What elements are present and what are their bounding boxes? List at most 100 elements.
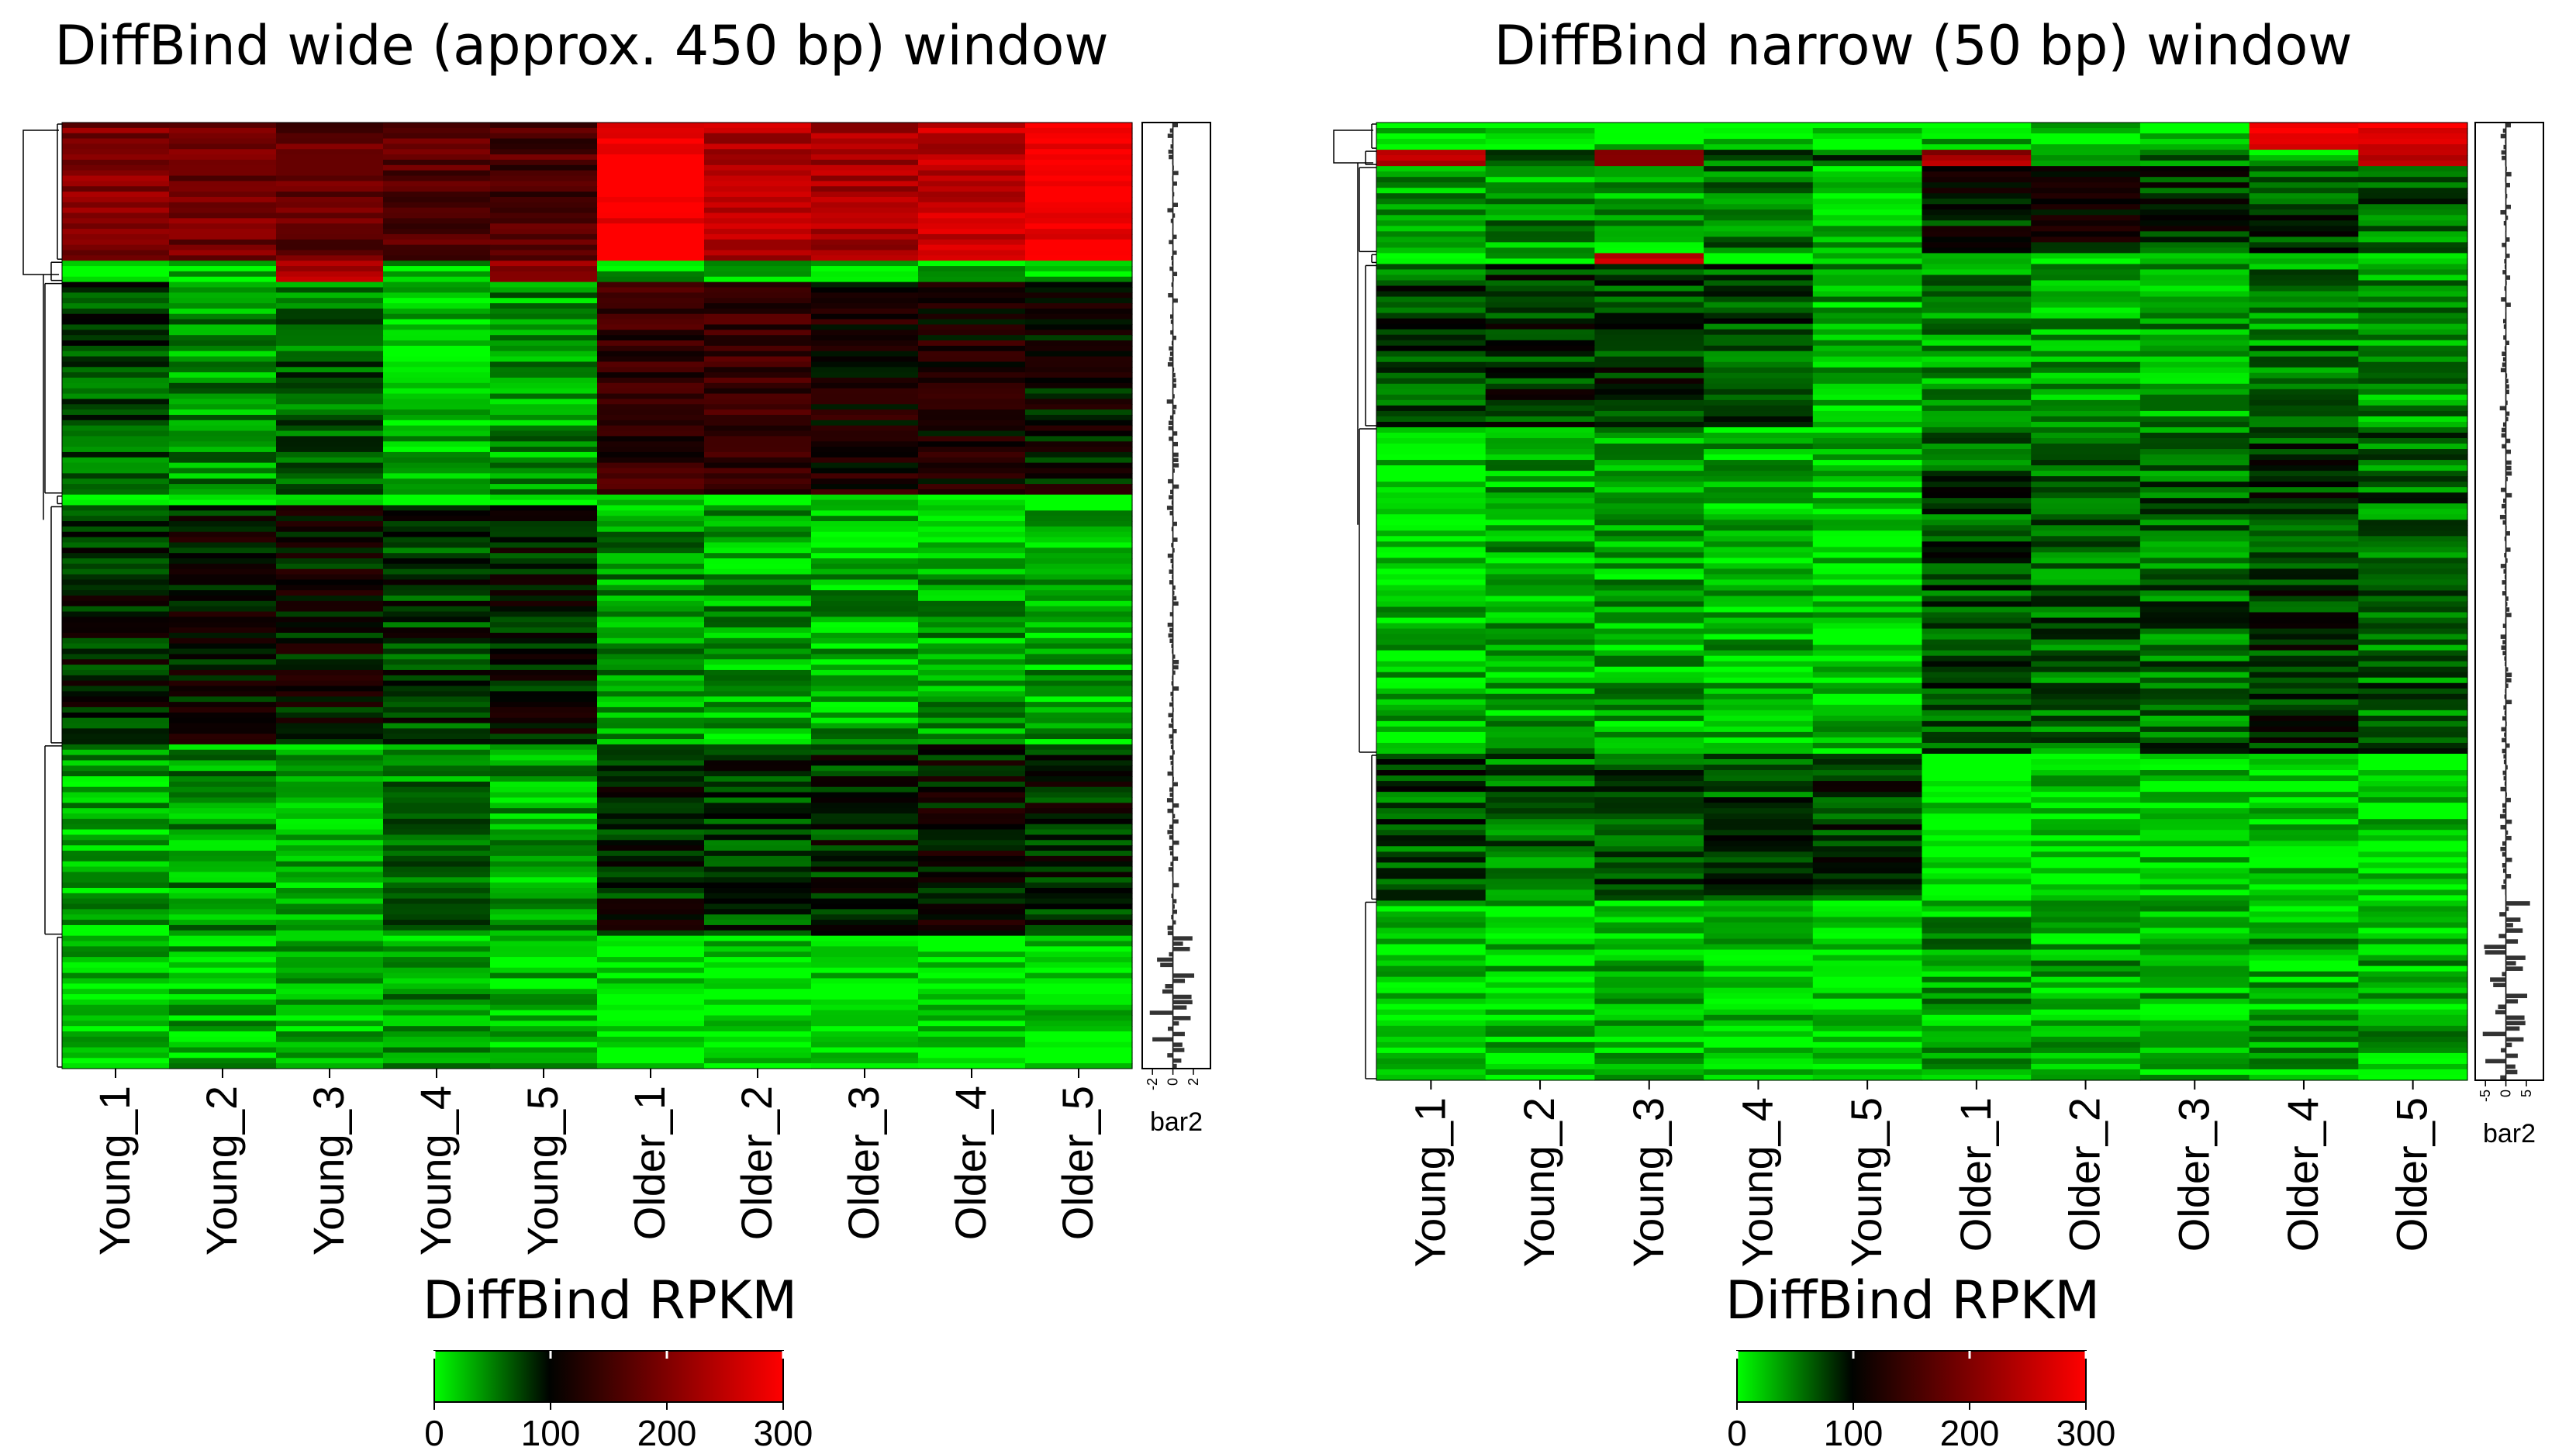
heatmap-cell xyxy=(1704,955,1814,962)
heatmap-cell xyxy=(704,372,812,378)
heatmap-cell xyxy=(1376,693,1487,700)
heatmap-cell xyxy=(1594,731,1704,738)
heatmap-cell xyxy=(1704,917,1814,924)
heatmap-cell xyxy=(597,526,705,533)
heatmap-cell xyxy=(918,818,1026,825)
side-bar xyxy=(2502,422,2506,427)
heatmap-cell xyxy=(1025,637,1133,644)
heatmap-cell xyxy=(1922,813,2032,820)
heatmap-cell xyxy=(1025,313,1133,320)
heatmap-cell xyxy=(276,1052,384,1059)
heatmap-cell xyxy=(704,855,812,862)
heatmap-cell xyxy=(1376,307,1487,314)
heatmap-cell xyxy=(383,1036,491,1043)
heatmap-cell xyxy=(1594,612,1704,619)
heatmap-cell xyxy=(2031,1047,2141,1054)
heatmap-cell xyxy=(2031,378,2141,385)
heatmap-cell xyxy=(2249,666,2359,673)
heatmap-cell xyxy=(62,175,170,181)
side-bar xyxy=(2501,885,2506,889)
heatmap-cell xyxy=(2249,171,2359,178)
heatmap-cell xyxy=(2031,503,2141,509)
heatmap-cell xyxy=(597,611,705,618)
heatmap-cell xyxy=(1812,530,1923,537)
heatmap-cell xyxy=(918,192,1026,198)
heatmap-cell xyxy=(490,744,598,751)
heatmap-cell xyxy=(1485,976,1595,983)
heatmap-cell xyxy=(597,659,705,665)
heatmap-cell xyxy=(383,1041,491,1048)
heatmap-cell xyxy=(276,813,384,820)
heatmap-cell xyxy=(2358,601,2468,608)
heatmap-cell xyxy=(169,340,277,347)
heatmap-cell xyxy=(2139,220,2250,226)
heatmap-cell xyxy=(918,451,1026,458)
heatmap-cell xyxy=(811,776,919,782)
heatmap-cell xyxy=(811,654,919,660)
heatmap-cell xyxy=(597,686,705,692)
heatmap-cell xyxy=(1594,394,1704,401)
heatmap-cell xyxy=(1485,302,1595,309)
heatmap-cell xyxy=(918,516,1026,522)
heatmap-cell xyxy=(1485,530,1595,537)
heatmap-cell xyxy=(597,547,705,554)
heatmap-cell xyxy=(918,568,1026,575)
heatmap-cell xyxy=(918,803,1026,809)
heatmap-cell xyxy=(2031,530,2141,537)
heatmap-cell xyxy=(811,951,919,958)
heatmap-cell xyxy=(1704,628,1814,635)
heatmap-cell xyxy=(597,786,705,793)
heatmap-cell xyxy=(1485,623,1595,630)
heatmap-cell xyxy=(704,627,812,634)
heatmap-cell xyxy=(918,935,1026,942)
heatmap-cell xyxy=(1485,906,1595,913)
heatmap-cell xyxy=(704,797,812,803)
side-bar xyxy=(1165,984,1173,989)
heatmap-cell xyxy=(2139,1036,2250,1043)
side-bar xyxy=(1172,941,1183,946)
side-bar xyxy=(1169,154,1173,160)
heatmap-cell xyxy=(918,627,1026,634)
heatmap-cell xyxy=(1922,927,2032,934)
heatmap-cell xyxy=(1376,1041,1487,1048)
heatmap-cell xyxy=(490,797,598,803)
heatmap-cell xyxy=(918,637,1026,644)
heatmap-cell xyxy=(169,563,277,570)
heatmap-cell xyxy=(1812,900,1923,907)
heatmap-cell xyxy=(2358,830,2468,836)
heatmap-cell xyxy=(2249,1031,2359,1038)
heatmap-cell xyxy=(1922,199,2032,205)
heatmap-cell xyxy=(704,271,812,278)
heatmap-cell xyxy=(1812,416,1923,423)
heatmap-cell xyxy=(918,1036,1026,1043)
heatmap-cell xyxy=(2139,938,2250,945)
heatmap-cell xyxy=(2358,998,2468,1005)
heatmap-cell xyxy=(1812,710,1923,717)
heatmap-cell xyxy=(1704,509,1814,515)
heatmap-cell xyxy=(490,473,598,479)
heatmap-cell xyxy=(169,585,277,591)
side-bar xyxy=(2505,890,2506,895)
heatmap-cell xyxy=(1922,166,2032,172)
side-bar xyxy=(2502,737,2506,743)
heatmap-cell xyxy=(1922,835,2032,841)
heatmap-cell xyxy=(2139,410,2250,417)
heatmap-cell xyxy=(1376,617,1487,624)
heatmap-cell xyxy=(276,861,384,868)
side-bar-tick-label: 0 xyxy=(2498,1090,2514,1097)
heatmap-cell xyxy=(597,202,705,209)
heatmap-cell xyxy=(1485,226,1595,232)
heatmap-cell xyxy=(704,510,812,516)
heatmap-cell xyxy=(1922,399,2032,406)
heatmap-cell xyxy=(169,574,277,581)
heatmap-cell xyxy=(1376,993,1487,1000)
heatmap-cell xyxy=(2031,302,2141,309)
heatmap-cell xyxy=(169,600,277,607)
heatmap-cell xyxy=(1704,144,1814,150)
heatmap-cell xyxy=(490,792,598,799)
heatmap-cell xyxy=(1704,987,1814,994)
heatmap-cell xyxy=(1025,909,1133,915)
heatmap-cell xyxy=(811,351,919,357)
heatmap-cell xyxy=(2031,144,2141,150)
heatmap-cell xyxy=(1594,590,1704,597)
